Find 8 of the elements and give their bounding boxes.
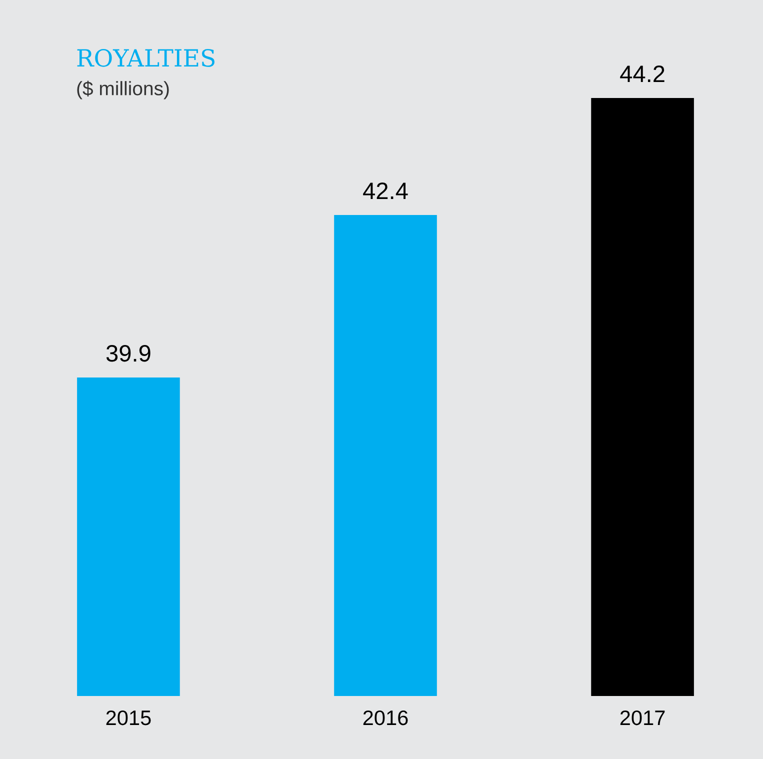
data-label: 42.4 xyxy=(363,182,408,199)
chart-title: ROYALTIES xyxy=(77,48,214,67)
data-label: 44.2 xyxy=(620,66,664,82)
data-label: 39.9 xyxy=(106,345,150,362)
x-tick-label: 2015 xyxy=(106,710,151,726)
x-tick-label: 2017 xyxy=(620,710,665,726)
x-tick-label: 2016 xyxy=(363,710,408,726)
chart-subtitle: ($ millions) xyxy=(77,80,169,100)
